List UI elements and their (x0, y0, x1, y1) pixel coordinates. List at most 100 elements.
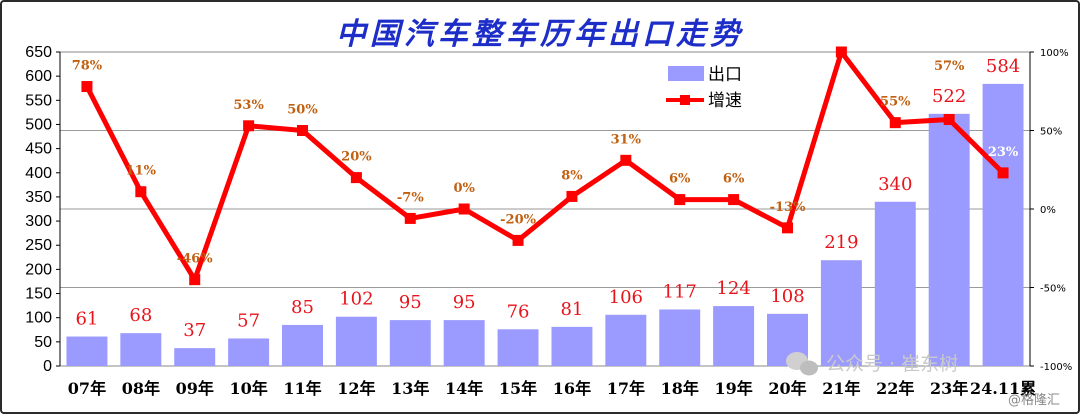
bar (497, 329, 539, 366)
legend-label-line: 增速 (708, 91, 742, 111)
left-tick-label: 150 (25, 286, 52, 303)
bar-value-label: 37 (183, 320, 206, 341)
right-tick-label: 100% (1040, 48, 1069, 59)
growth-marker (512, 234, 524, 246)
growth-marker (835, 46, 847, 58)
x-tick-label: 23年 (930, 379, 968, 398)
x-axis-labels: 07年 08年 09年 10年 11年 12年 13年 14年 15年 16年 17年 18年 19年 2… (68, 379, 1036, 398)
growth-marker (81, 81, 93, 93)
bar-value-label: 102 (339, 289, 373, 310)
growth-value-label: -20% (500, 212, 536, 227)
right-tick-label: 0% (1040, 205, 1056, 216)
bar-value-label: 219 (824, 232, 858, 253)
left-tick-label: 450 (25, 141, 52, 158)
growth-value-label: 31% (611, 132, 642, 147)
x-tick-label: 11年 (283, 379, 321, 398)
bar-value-label: 117 (663, 281, 697, 302)
right-tick-label: -100% (1040, 362, 1072, 373)
growth-value-label: 53% (233, 98, 264, 113)
growth-marker (189, 274, 201, 286)
left-tick-label: 650 (25, 44, 52, 61)
growth-marker (350, 172, 362, 184)
bar (605, 314, 647, 366)
line-series (81, 46, 1009, 286)
growth-value-label: 23% (988, 145, 1019, 160)
bar-series (66, 83, 1024, 366)
growth-marker (297, 125, 308, 136)
bar (228, 338, 270, 366)
growth-value-label: 11% (126, 164, 157, 179)
right-tick-label: 50% (1040, 127, 1062, 138)
bar (713, 306, 755, 366)
growth-value-label: -13% (770, 200, 806, 215)
x-tick-label: 07年 (68, 379, 106, 398)
growth-value-label: 6% (669, 172, 691, 187)
x-tick-label: 18年 (661, 379, 699, 398)
watermark-corner: @格隆汇 (1008, 392, 1060, 408)
bar-value-label: 76 (507, 301, 530, 322)
x-tick-label: 09年 (176, 379, 214, 398)
left-tick-label: 600 (25, 68, 52, 85)
growth-marker (889, 117, 901, 129)
growth-marker (943, 114, 955, 126)
bar-value-label: 95 (453, 292, 476, 313)
x-tick-label: 17年 (607, 379, 645, 398)
left-tick-label: 200 (25, 261, 52, 278)
left-tick-label: 550 (25, 92, 52, 109)
line-value-labels: 78% 11% -46% 53% 50% 20% -7% 0% -20% 8% 31% 6% 6% -13… (72, 59, 1019, 267)
x-tick-label: 20年 (768, 379, 806, 398)
bar (389, 320, 431, 366)
growth-value-label: 50% (287, 103, 318, 118)
right-tick-label: -50% (1040, 284, 1066, 295)
legend-label-bar: 出口 (708, 65, 742, 85)
growth-value-label: 6% (723, 172, 745, 187)
bar-value-label: 522 (932, 86, 966, 107)
bar-value-label: 108 (770, 286, 804, 307)
left-tick-label: 300 (25, 213, 52, 230)
bar-value-label: 124 (716, 278, 750, 299)
x-tick-label: 14年 (445, 379, 483, 398)
growth-marker (782, 222, 793, 234)
growth-marker (243, 120, 255, 132)
bar-value-label: 340 (878, 174, 912, 195)
growth-marker (404, 212, 416, 224)
growth-marker (997, 167, 1009, 179)
left-axis: 0 50 100 150 200 250 300 350 400 450 500 550 600 650 (25, 44, 61, 375)
x-tick-label: 08年 (122, 379, 160, 398)
x-tick-label: 15年 (499, 379, 537, 398)
growth-marker (728, 194, 740, 206)
x-tick-label: 19年 (714, 379, 752, 398)
left-tick-label: 350 (25, 189, 52, 206)
growth-value-label: -7% (397, 190, 424, 205)
bar (659, 309, 701, 366)
x-tick-label: 22年 (876, 379, 914, 398)
growth-marker (566, 190, 578, 202)
growth-value-label: 55% (880, 95, 911, 110)
left-tick-label: 400 (25, 165, 52, 182)
x-tick-label: 12年 (337, 379, 375, 398)
x-tick-label: 16年 (553, 379, 591, 398)
watermark: 公众号 · 崔东树 @格隆汇 (786, 352, 1060, 408)
bar (874, 201, 916, 366)
bar (443, 320, 485, 366)
left-tick-label: 250 (25, 237, 52, 254)
bar-value-label: 106 (609, 287, 643, 308)
growth-value-label: 78% (72, 59, 103, 74)
right-axis: -100% -50% 0% 50% 100% (1029, 48, 1072, 373)
growth-line (84, 49, 1005, 283)
left-tick-label: 100 (25, 310, 52, 327)
growth-marker (620, 154, 632, 166)
legend: 出口 增速 (666, 65, 742, 111)
growth-marker (674, 194, 686, 206)
growth-value-label: -46% (177, 252, 213, 267)
watermark-text: 公众号 · 崔东树 (826, 353, 958, 375)
wechat-icon (786, 352, 818, 376)
legend-swatch-marker (680, 95, 690, 105)
bar (282, 324, 323, 366)
x-tick-label: 21年 (822, 379, 860, 398)
growth-marker (135, 186, 147, 198)
bar (335, 316, 377, 366)
bar (174, 348, 216, 366)
bar-value-label: 95 (399, 292, 422, 313)
